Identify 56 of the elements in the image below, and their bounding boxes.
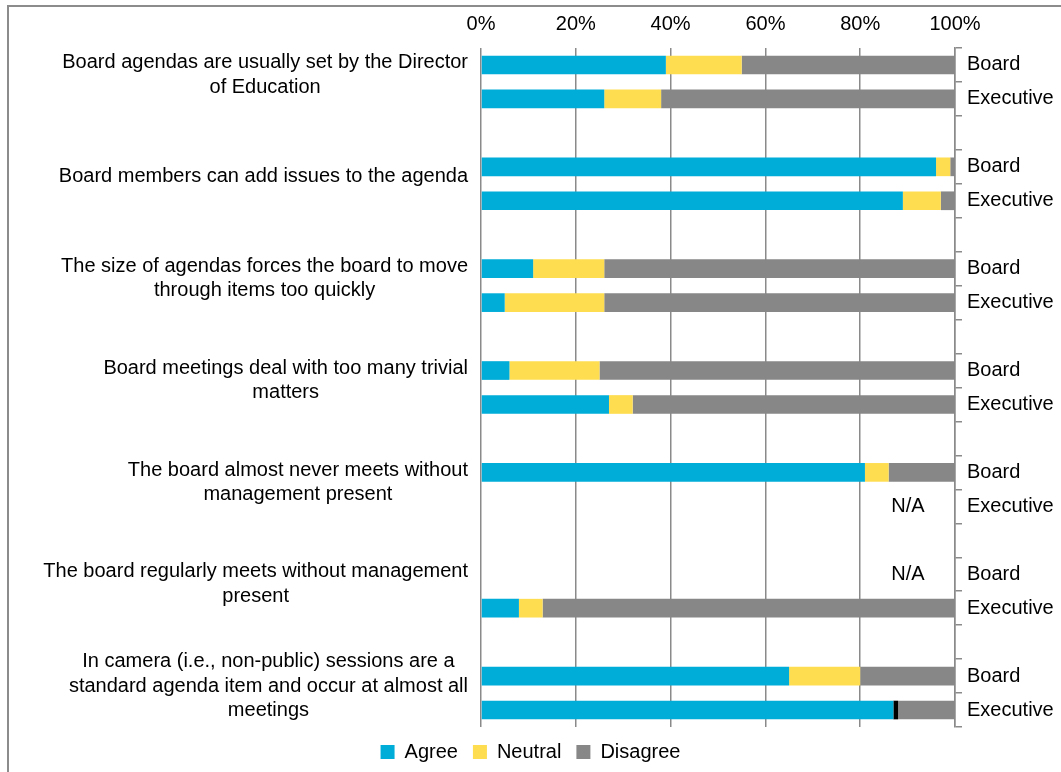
x-tick-label: 80% xyxy=(840,11,881,34)
text: The board regularly meets without management present xyxy=(43,559,469,606)
bar xyxy=(481,463,865,482)
x-tick-label: 100% xyxy=(929,11,981,34)
bar xyxy=(481,191,903,211)
y-tick-label: Board xyxy=(967,154,1021,177)
text: Board meetings deal with too many trivial matters xyxy=(103,355,468,403)
legend-label: Neutral xyxy=(496,739,562,762)
text: Board members can add issues to the agenda xyxy=(58,164,469,187)
x-tick-label: 60% xyxy=(745,11,786,34)
x-tick-label: 20% xyxy=(555,11,597,34)
y-tick-label: Executive xyxy=(967,290,1054,313)
bar xyxy=(481,55,666,75)
bar xyxy=(504,293,605,312)
y-tick-label: Executive xyxy=(967,697,1054,720)
y-tick-label: Board xyxy=(967,663,1021,686)
text: In camera (i.e., non-public) sessions are a standard agenda item and occur at almost all meetings xyxy=(68,649,468,721)
y-tick-label: Board xyxy=(967,52,1021,75)
bar xyxy=(902,191,941,211)
y-tick-label: Executive xyxy=(967,493,1054,516)
legend-label: Agree xyxy=(404,739,458,762)
y-tick-label: Board xyxy=(967,459,1021,482)
y-tick-label: Board xyxy=(967,256,1021,279)
y-tick-label: Board xyxy=(967,561,1021,584)
y-tick-label: Executive xyxy=(967,188,1054,211)
text: The size of agendas forces the board to move through items too quickly xyxy=(61,253,468,301)
bar xyxy=(481,89,605,109)
bar xyxy=(509,361,600,380)
x-tick-label: 0% xyxy=(466,11,496,34)
bar xyxy=(481,700,894,720)
bar xyxy=(608,395,633,414)
annotation: N/A xyxy=(891,561,926,584)
bar xyxy=(665,55,742,75)
bar xyxy=(604,89,662,109)
bar xyxy=(481,259,534,279)
x-tick-label: 40% xyxy=(650,11,691,34)
bar xyxy=(481,157,937,177)
text: The board almost never meets without management present xyxy=(127,457,469,505)
bar xyxy=(533,259,605,279)
bar xyxy=(481,293,505,312)
bar xyxy=(864,463,889,482)
bar xyxy=(481,666,790,686)
bar xyxy=(893,700,899,720)
y-tick-label: Executive xyxy=(967,86,1054,109)
bar xyxy=(481,361,510,380)
y-tick-label: Executive xyxy=(967,391,1054,414)
text: Board agendas are usually set by the Director of Education xyxy=(62,50,469,97)
bar xyxy=(481,598,519,618)
bar xyxy=(518,598,543,618)
y-tick-label: Board xyxy=(967,358,1021,381)
annotation: N/A xyxy=(891,493,926,516)
bar xyxy=(481,395,609,414)
bar xyxy=(789,666,861,686)
bar xyxy=(936,157,951,177)
legend-label: Disagree xyxy=(600,739,681,762)
y-tick-label: Executive xyxy=(967,595,1054,618)
